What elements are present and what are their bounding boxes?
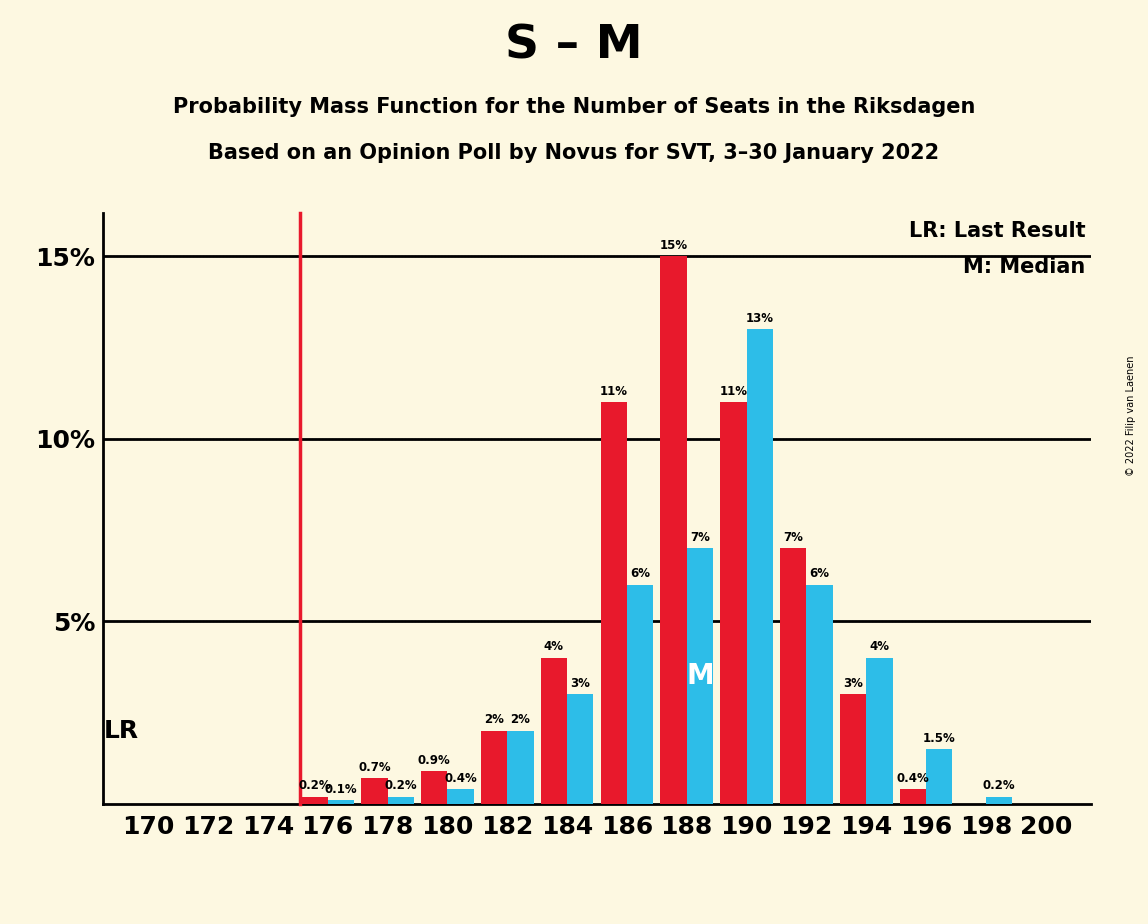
Bar (481, 731, 507, 804)
Text: 1.5%: 1.5% (923, 732, 955, 745)
Bar (600, 402, 627, 804)
Text: 11%: 11% (599, 385, 628, 398)
Bar (720, 402, 746, 804)
Text: M: M (687, 663, 714, 690)
Text: Based on an Opinion Poll by Novus for SVT, 3–30 January 2022: Based on an Opinion Poll by Novus for SV… (209, 143, 939, 164)
Text: 0.2%: 0.2% (298, 779, 331, 792)
Text: 0.7%: 0.7% (358, 761, 390, 774)
Text: 7%: 7% (690, 531, 709, 544)
Bar (541, 658, 567, 804)
Bar (327, 800, 354, 804)
Bar (986, 796, 1013, 804)
Text: Probability Mass Function for the Number of Seats in the Riksdagen: Probability Mass Function for the Number… (173, 97, 975, 117)
Text: 6%: 6% (630, 567, 650, 580)
Text: M: Median: M: Median (963, 257, 1086, 277)
Text: 2%: 2% (511, 713, 530, 726)
Bar (806, 585, 832, 804)
Text: 11%: 11% (720, 385, 747, 398)
Bar (926, 749, 953, 804)
Text: 2%: 2% (484, 713, 504, 726)
Bar (867, 658, 892, 804)
Text: 3%: 3% (571, 677, 590, 690)
Text: © 2022 Filip van Laenen: © 2022 Filip van Laenen (1126, 356, 1135, 476)
Bar (660, 256, 687, 804)
Text: 4%: 4% (544, 640, 564, 653)
Bar (302, 796, 327, 804)
Bar (421, 771, 448, 804)
Text: 0.4%: 0.4% (444, 772, 476, 784)
Text: 0.4%: 0.4% (897, 772, 929, 784)
Bar (746, 329, 773, 804)
Bar (362, 778, 388, 804)
Text: 0.9%: 0.9% (418, 754, 450, 767)
Text: 7%: 7% (783, 531, 804, 544)
Text: 3%: 3% (843, 677, 863, 690)
Text: 0.2%: 0.2% (385, 779, 417, 792)
Text: 13%: 13% (746, 312, 774, 325)
Bar (448, 789, 474, 804)
Text: S – M: S – M (505, 23, 643, 68)
Text: 6%: 6% (809, 567, 830, 580)
Bar (687, 548, 713, 804)
Bar (388, 796, 414, 804)
Bar (627, 585, 653, 804)
Text: 15%: 15% (659, 239, 688, 252)
Bar (507, 731, 534, 804)
Bar (779, 548, 806, 804)
Text: 0.2%: 0.2% (983, 779, 1015, 792)
Text: 0.1%: 0.1% (325, 783, 357, 796)
Text: LR: LR (104, 719, 139, 743)
Text: 4%: 4% (869, 640, 890, 653)
Bar (840, 694, 867, 804)
Text: LR: Last Result: LR: Last Result (909, 222, 1086, 241)
Bar (900, 789, 926, 804)
Bar (567, 694, 594, 804)
